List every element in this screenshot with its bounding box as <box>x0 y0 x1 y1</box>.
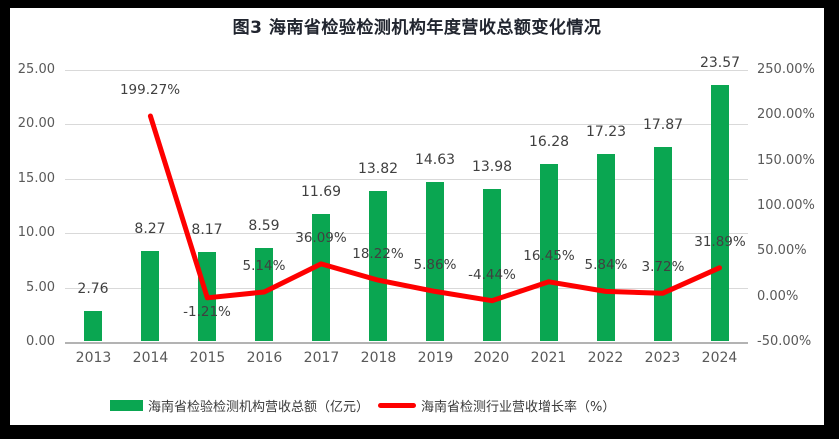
left-axis-tick: 0.00 <box>26 334 55 349</box>
right-axis-tick: 0.00% <box>757 289 799 304</box>
x-axis-label: 2016 <box>246 350 283 366</box>
line-value-label: 31.89% <box>694 234 746 250</box>
line-value-label: 5.86% <box>413 257 457 273</box>
left-axis-tick: 5.00 <box>26 280 55 295</box>
line-value-label: 199.27% <box>119 82 181 98</box>
line-value-label: 5.84% <box>584 257 628 273</box>
bar <box>540 164 558 341</box>
bar-value-label: 13.98 <box>471 159 513 175</box>
x-axis-label: 2018 <box>360 350 397 366</box>
right-axis-tick: -50.00% <box>757 334 812 349</box>
left-axis-tick: 20.00 <box>17 116 55 131</box>
bar <box>483 189 501 341</box>
legend-label-growth: 海南省检测行业营收增长率（%） <box>421 400 616 415</box>
x-axis-label: 2017 <box>303 350 340 366</box>
right-axis-tick: 100.00% <box>757 198 815 213</box>
right-axis-tick: 50.00% <box>757 243 807 258</box>
x-axis-label: 2013 <box>75 350 112 366</box>
bar-value-label: 11.69 <box>300 184 342 200</box>
line-value-label: -1.21% <box>183 304 231 320</box>
x-axis-label: 2019 <box>417 350 454 366</box>
legend-item-revenue: 海南省检验检测机构营收总额（亿元） <box>110 396 369 415</box>
bar-value-label: 16.28 <box>528 134 570 150</box>
bar-value-label: 17.87 <box>642 117 684 133</box>
legend-label-revenue: 海南省检验检测机构营收总额（亿元） <box>148 400 370 415</box>
line-series-swatch <box>378 403 417 408</box>
left-axis-tick: 15.00 <box>17 171 55 186</box>
chart-title: 图3 海南省检验检测机构年度营收总额变化情况 <box>232 18 602 38</box>
plot-area: 2.76 8.27 8.17 8.59 11.69 13.82 14.63 13.98 16.2… <box>65 55 748 344</box>
bar-value-label: 8.17 <box>191 222 223 238</box>
x-axis-label: 2023 <box>644 350 681 366</box>
x-axis-label: 2021 <box>530 350 567 366</box>
x-axis-label: 2015 <box>189 350 226 366</box>
gridline <box>65 233 748 234</box>
bar-value-label: 8.59 <box>248 218 280 234</box>
bar-series-swatch <box>110 400 143 411</box>
bar <box>711 85 729 341</box>
bar-value-label: 8.27 <box>134 221 166 237</box>
right-axis-tick: 250.00% <box>757 62 815 77</box>
bar <box>369 191 387 341</box>
line-value-label: -4.44% <box>468 267 516 283</box>
right-axis-tick: 150.00% <box>757 153 815 168</box>
line-value-label: 16.45% <box>523 248 575 264</box>
gridline <box>65 288 748 289</box>
left-axis-tick: 25.00 <box>17 62 55 77</box>
bar <box>597 154 615 341</box>
bar <box>426 182 444 341</box>
line-value-label: 36.09% <box>295 230 347 246</box>
bar-value-label: 2.76 <box>77 281 109 297</box>
legend: 海南省检验检测机构营收总额（亿元） 海南省检测行业营收增长率（%） <box>110 396 615 415</box>
bar <box>312 214 330 341</box>
bar-value-label: 17.23 <box>585 124 627 140</box>
line-value-label: 5.14% <box>242 258 286 274</box>
legend-item-growth: 海南省检测行业营收增长率（%） <box>378 396 615 415</box>
gridline <box>65 124 748 125</box>
x-axis-line <box>65 342 748 344</box>
left-axis-tick: 10.00 <box>17 225 55 240</box>
gridline <box>65 179 748 180</box>
chart-panel: 图3 海南省检验检测机构年度营收总额变化情况 2.76 8.27 8.17 8.59 1… <box>10 8 824 425</box>
bar <box>141 251 159 341</box>
bar <box>84 311 102 341</box>
growth-rate-line <box>147 113 722 304</box>
bar-value-label: 13.82 <box>357 161 399 177</box>
gridline <box>65 70 748 71</box>
x-axis-label: 2014 <box>132 350 169 366</box>
x-axis-label: 2020 <box>473 350 510 366</box>
right-axis-tick: 200.00% <box>757 107 815 122</box>
x-axis-label: 2022 <box>587 350 624 366</box>
line-value-label: 18.22% <box>352 246 404 262</box>
x-axis-label: 2024 <box>701 350 738 366</box>
line-value-label: 3.72% <box>641 259 685 275</box>
bar-value-label: 23.57 <box>699 55 741 71</box>
bar-value-label: 14.63 <box>414 152 456 168</box>
